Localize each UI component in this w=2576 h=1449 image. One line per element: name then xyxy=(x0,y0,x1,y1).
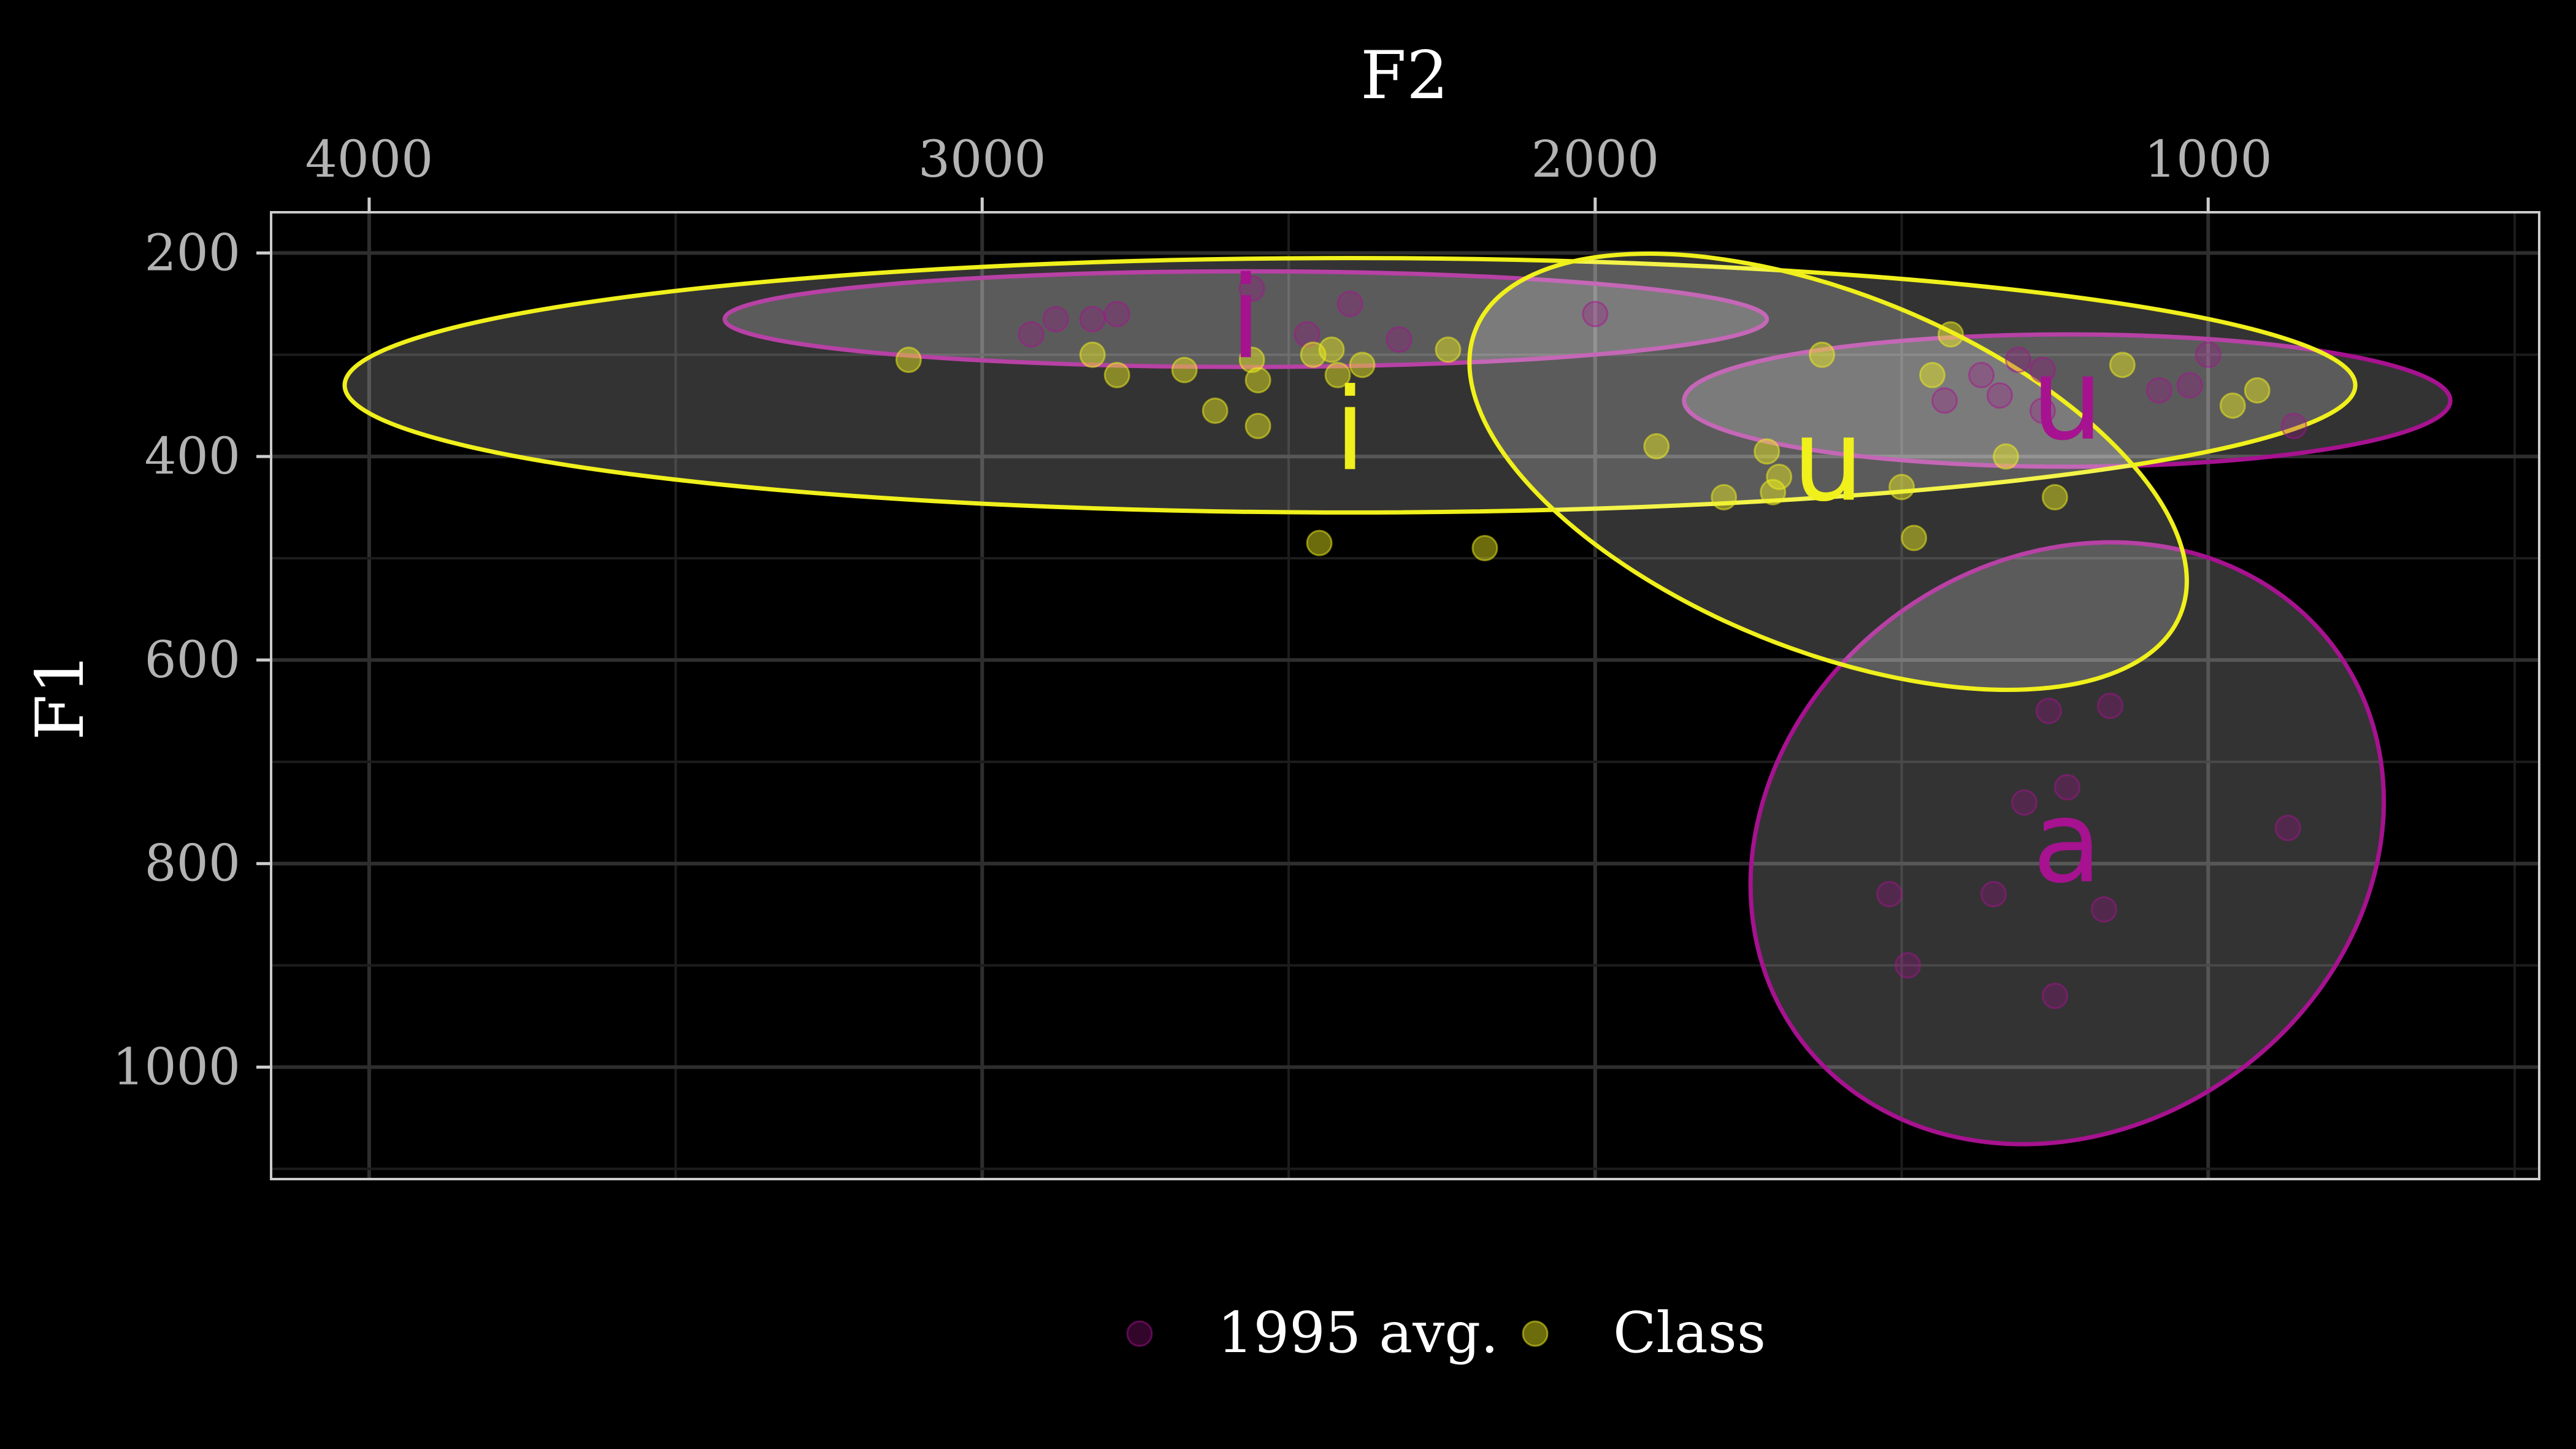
y-tick-label: 200 xyxy=(144,224,240,282)
x-tick-label: 3000 xyxy=(918,131,1046,189)
data-point-class xyxy=(1349,352,1376,379)
data-point-class xyxy=(1809,341,1836,368)
data-point-class xyxy=(2109,352,2136,379)
x-axis-title: F2 xyxy=(1360,37,1449,114)
data-point-avg xyxy=(2096,693,2123,720)
plot-panel-border xyxy=(270,211,2540,1180)
x-tick-label: 2000 xyxy=(1531,131,1659,189)
data-point-class xyxy=(1760,479,1787,505)
data-point-avg xyxy=(2029,397,2056,424)
data-point-class xyxy=(1919,361,1946,388)
data-point-avg xyxy=(1876,880,1903,907)
ellipse-class-i xyxy=(342,256,2358,515)
data-point-class xyxy=(1202,397,1229,424)
legend: 1995 avg. Class xyxy=(1126,1300,1766,1366)
data-point-class xyxy=(1244,367,1271,394)
y-tick-label: 400 xyxy=(144,428,240,486)
data-point-avg xyxy=(2035,698,2062,724)
data-point-avg xyxy=(2145,377,2172,404)
data-point-avg xyxy=(1968,361,1995,388)
data-point-class xyxy=(1103,361,1130,388)
data-point-class xyxy=(1306,529,1333,556)
data-point-avg xyxy=(1103,301,1130,328)
data-point-class xyxy=(1901,525,1928,552)
data-point-class xyxy=(1766,463,1793,490)
data-point-avg xyxy=(2176,372,2203,399)
data-point-avg xyxy=(1895,952,1922,979)
ellipse-class-u xyxy=(1467,252,2189,692)
data-point-class xyxy=(1711,484,1738,511)
vowel-labels: i u a i u xyxy=(1230,252,2103,908)
data-point-avg xyxy=(1336,290,1363,317)
data-point-class xyxy=(1324,361,1351,388)
vowel-ellipses xyxy=(342,252,2453,1147)
data-point-avg xyxy=(2004,347,2031,374)
y-axis-title: F1 xyxy=(22,652,99,740)
ellipse-avg-i xyxy=(723,269,1769,369)
vowel-label-class-u: u xyxy=(1792,394,1864,526)
data-point-class xyxy=(1079,341,1106,368)
legend-label-class: Class xyxy=(1613,1300,1766,1366)
data-point-avg xyxy=(2053,774,2080,801)
legend-label-avg: 1995 avg. xyxy=(1217,1300,1498,1366)
y-tick-label: 800 xyxy=(144,835,240,893)
data-point-avg xyxy=(2195,341,2221,368)
x-tick-label: 4000 xyxy=(305,131,434,189)
data-point-class xyxy=(1244,412,1271,439)
data-point-class xyxy=(1435,336,1462,363)
data-point-avg xyxy=(1238,275,1265,302)
data-point-avg xyxy=(2029,356,2056,383)
data-point-class xyxy=(1643,433,1670,460)
data-point-class xyxy=(2244,377,2271,404)
data-point-class xyxy=(2219,392,2246,419)
data-point-class xyxy=(1754,438,1781,465)
axes: 4000 3000 2000 1000 200 400 600 800 1000 xyxy=(112,131,2272,1097)
y-tick-label: 1000 xyxy=(112,1039,240,1097)
data-point-class xyxy=(1938,321,1965,348)
data-point-avg xyxy=(1980,880,2007,907)
vowel-label-class-i: i xyxy=(1334,364,1365,496)
data-point-avg xyxy=(2041,982,2068,1009)
y-tick-label: 600 xyxy=(144,631,240,690)
data-point-class xyxy=(1471,534,1498,561)
vowel-label-avg-u: u xyxy=(2031,333,2103,466)
data-point-avg xyxy=(1079,306,1106,332)
data-point-avg xyxy=(1986,382,2013,409)
data-point-avg xyxy=(2274,815,2301,842)
vowel-label-avg-a: a xyxy=(2033,776,2102,909)
data-point-avg xyxy=(2280,412,2307,439)
data-point-class xyxy=(1888,474,1915,501)
legend-marker-avg xyxy=(1126,1320,1153,1347)
data-point-avg xyxy=(1931,387,1958,414)
data-point-avg xyxy=(1042,306,1069,332)
data-point-avg xyxy=(1386,326,1413,353)
x-tick-label: 1000 xyxy=(2144,131,2272,189)
data-point-class xyxy=(1318,336,1345,363)
data-point-class xyxy=(2041,484,2068,511)
data-point-class xyxy=(895,347,922,374)
data-point-avg xyxy=(1582,301,1609,328)
legend-marker-class xyxy=(1522,1320,1549,1347)
ellipse-avg-a xyxy=(1748,540,2386,1147)
data-point-avg xyxy=(2011,789,2037,816)
data-point-class xyxy=(1238,347,1265,374)
data-point-class xyxy=(1171,356,1198,383)
data-point-avg xyxy=(1294,321,1321,348)
data-point-avg xyxy=(1018,321,1045,348)
grid xyxy=(271,212,2539,1179)
vowel-label-avg-i: i xyxy=(1230,252,1261,384)
data-point-avg xyxy=(2090,896,2117,923)
data-points xyxy=(895,275,2307,1009)
ellipse-avg-u xyxy=(1682,332,2453,469)
data-point-class xyxy=(1992,443,2019,470)
